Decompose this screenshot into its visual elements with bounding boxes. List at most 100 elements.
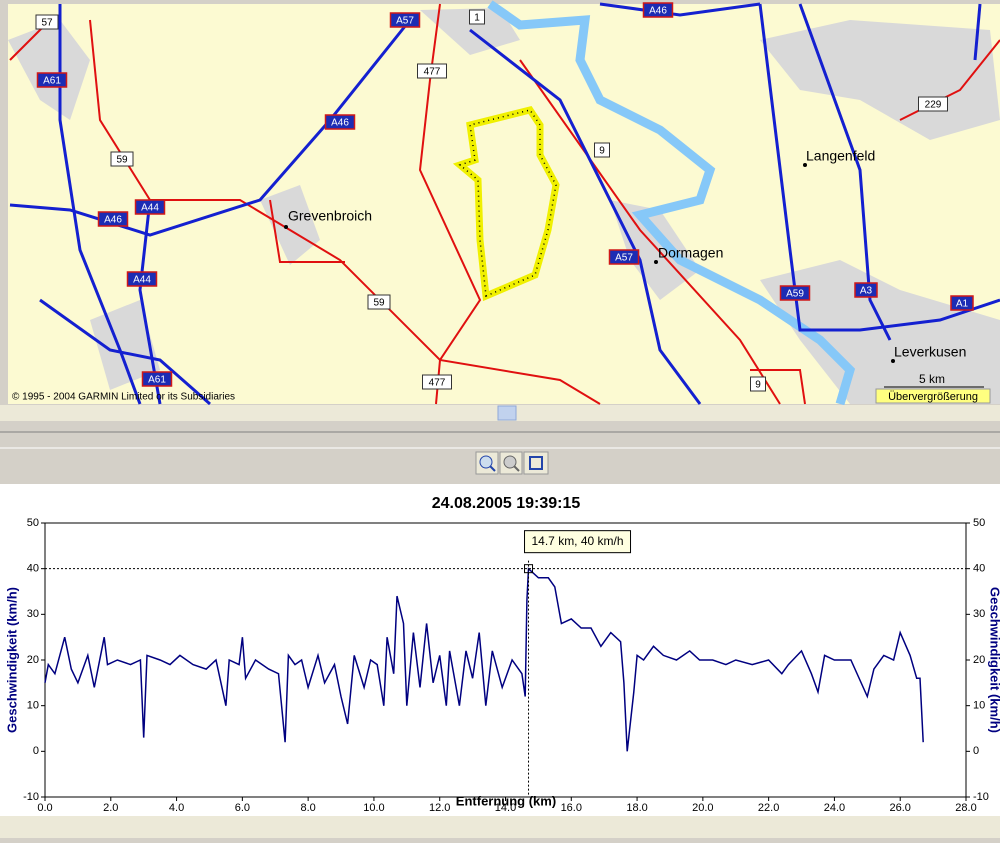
y-tick-label: 20 [27,654,39,666]
copyright: © 1995 - 2004 GARMIN Limited or its Subs… [12,392,235,403]
road-shield: 1 [469,9,485,25]
shield-box [389,12,421,28]
x-tick-label: 6.0 [235,802,250,814]
shield-box [918,96,948,112]
road-shield: A46 [97,211,129,227]
road-label: A3 [860,286,873,297]
y2-tick-label: 40 [973,563,985,575]
road-shield: A46 [642,2,674,18]
city-label: Langenfeld [806,148,875,164]
y2-tick-label: 0 [973,745,979,757]
city-label: Dormagen [658,245,723,261]
road-label: 229 [925,100,942,111]
shield-box [594,142,610,158]
road-label: A46 [649,6,667,17]
chart-title: 24.08.2005 19:39:15 [432,495,581,512]
city-dot [803,163,807,167]
road-shield: A44 [134,199,166,215]
city-label: Leverkusen [894,344,966,360]
y2-axis-label: Geschwindigkeit (km/h) [988,587,1000,733]
shield-box [110,151,134,167]
shield-box [35,14,59,30]
y-tick-label: 50 [27,517,39,529]
chart: 24.08.2005 19:39:15 Entfernung (km) Gesc… [4,495,1000,814]
scale-label: 5 km [919,372,945,386]
road-label: 57 [41,18,53,29]
x-tick-label: 26.0 [890,802,911,814]
track [458,109,557,298]
road-label: A59 [786,289,804,300]
x-tick-label: 20.0 [692,802,713,814]
road-shield: A1 [950,295,974,311]
tooltip: 14.7 km, 40 km/h [532,534,624,548]
shield-box [97,211,129,227]
x-tick-label: 18.0 [626,802,647,814]
fit-button[interactable] [523,451,549,475]
road-shield: A61 [141,371,173,387]
y-tick-label: 10 [27,700,39,712]
city-dot [284,225,288,229]
road-label: A44 [133,275,151,286]
chart-panel [0,484,1000,816]
shield-box [750,376,766,392]
shield-box [422,374,452,390]
road-shield: A44 [126,271,158,287]
road-label: A1 [956,299,969,310]
y-tick-label: 40 [27,563,39,575]
y2-tick-label: -10 [973,791,989,803]
zoom-warning: Übervergrößerung [888,391,978,403]
y2-tick-label: 20 [973,654,985,666]
map[interactable]: Grevenbroich Langenfeld Dormagen Leverku… [0,0,1000,406]
toolbar [475,451,549,475]
scroll-thumb[interactable] [497,405,517,421]
shield-box [854,282,878,298]
x-tick-label: 22.0 [758,802,779,814]
road-shield: A3 [854,282,878,298]
road-shield: 9 [594,142,610,158]
x-tick-label: 10.0 [363,802,384,814]
shield-box [469,9,485,25]
y2-tick-label: 50 [973,517,985,529]
road-label: A46 [104,215,122,226]
road-shield: A57 [389,12,421,28]
y-axis-label: Geschwindigkeit (km/h) [4,587,19,733]
road-label: A44 [141,203,159,214]
shield-box [779,285,811,301]
road-label: A61 [148,375,166,386]
status-bar [0,816,1000,838]
city-dot [891,359,895,363]
road-shield: A61 [36,72,68,88]
shield-box [141,371,173,387]
road-shield: 229 [918,96,948,112]
cursor-marker [524,564,534,574]
x-tick-label: 8.0 [300,802,315,814]
shield-box [417,63,447,79]
road-label: 59 [373,298,385,309]
x-tick-label: 28.0 [955,802,976,814]
x-tick-label: 16.0 [561,802,582,814]
tooltip-box [524,530,632,554]
shield-box [608,249,640,265]
road-shield: 9 [750,376,766,392]
road-label: 1 [474,13,480,24]
road-label: A57 [615,253,633,264]
road-label: A61 [43,76,61,87]
shield-box [367,294,391,310]
speed-line [44,567,924,752]
road-shield: A59 [779,285,811,301]
road-shield: 57 [35,14,59,30]
x-tick-label: 2.0 [103,802,118,814]
y-tick-label: 30 [27,608,39,620]
shield-box [324,114,356,130]
city-dot [654,260,658,264]
y2-tick-label: 30 [973,608,985,620]
city-label: Grevenbroich [288,208,372,224]
road-shield: A57 [608,249,640,265]
river [487,0,856,406]
x-tick-label: 12.0 [429,802,450,814]
shield-box [950,295,974,311]
road-label: 477 [429,378,446,389]
y-tick-label: 0 [33,745,39,757]
